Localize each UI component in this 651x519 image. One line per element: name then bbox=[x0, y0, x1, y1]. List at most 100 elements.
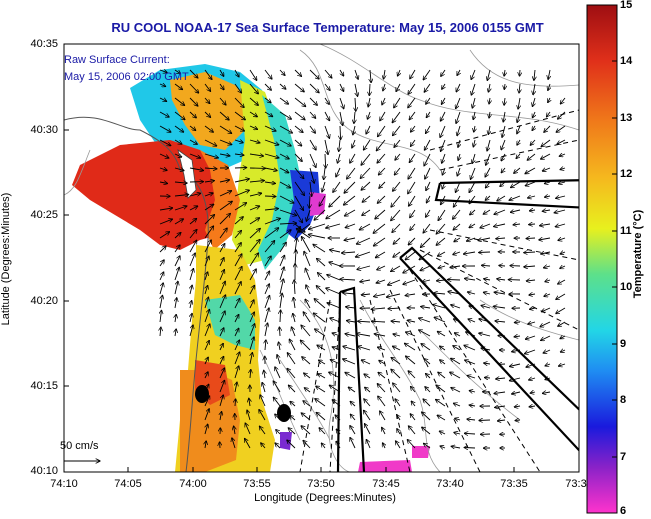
current-vector bbox=[479, 319, 491, 323]
current-vector bbox=[353, 125, 355, 135]
colorbar-tick-label: 14 bbox=[620, 55, 633, 67]
current-vector bbox=[280, 293, 282, 309]
current-vector bbox=[174, 182, 187, 183]
current-vector bbox=[265, 340, 266, 351]
current-vector bbox=[391, 369, 401, 379]
current-vector bbox=[339, 69, 344, 76]
current-vector bbox=[309, 167, 314, 183]
current-vector bbox=[548, 69, 550, 79]
y-tick-label: 40:15 bbox=[30, 380, 58, 392]
current-vector bbox=[361, 153, 371, 165]
current-vector bbox=[532, 111, 535, 118]
current-vector bbox=[219, 111, 229, 120]
current-vector bbox=[488, 125, 490, 135]
colorbar-tick-label: 12 bbox=[620, 168, 633, 180]
current-vector bbox=[361, 181, 371, 190]
current-vector bbox=[485, 181, 491, 188]
current-vector bbox=[469, 181, 476, 193]
current-vector bbox=[530, 392, 536, 393]
current-vector bbox=[471, 83, 476, 95]
current-vector bbox=[405, 251, 416, 260]
current-vector bbox=[442, 167, 445, 175]
current-vector bbox=[204, 153, 218, 158]
current-vector bbox=[174, 195, 189, 197]
current-vector bbox=[329, 262, 341, 267]
current-vector bbox=[345, 372, 356, 379]
current-vector bbox=[294, 97, 306, 107]
current-vector bbox=[453, 403, 461, 406]
x-tick-label: 73:50 bbox=[307, 478, 335, 490]
current-vector bbox=[273, 397, 281, 407]
current-vector bbox=[190, 301, 192, 309]
current-vector bbox=[409, 195, 416, 206]
current-vector bbox=[327, 275, 341, 281]
current-vector bbox=[440, 446, 446, 448]
current-vector bbox=[407, 440, 416, 449]
current-vector bbox=[219, 244, 225, 253]
current-vector bbox=[560, 266, 566, 269]
sst-magenta-patch bbox=[310, 192, 326, 216]
current-vector bbox=[451, 358, 461, 365]
current-vector bbox=[301, 413, 311, 421]
current-vector bbox=[500, 181, 506, 187]
current-vector bbox=[374, 334, 386, 336]
current-vector bbox=[558, 364, 566, 366]
current-vector bbox=[309, 111, 316, 118]
current-vector bbox=[315, 399, 326, 407]
current-vector bbox=[494, 392, 506, 394]
current-vector bbox=[249, 269, 256, 281]
current-vectors bbox=[159, 69, 566, 449]
current-vector bbox=[423, 399, 431, 407]
current-vector bbox=[205, 285, 208, 295]
current-vector bbox=[408, 371, 416, 379]
current-vector bbox=[308, 234, 326, 239]
current-vector bbox=[436, 223, 446, 234]
current-vector bbox=[310, 181, 312, 196]
current-vector bbox=[356, 237, 371, 244]
current-vector bbox=[526, 280, 536, 281]
current-vector bbox=[159, 84, 166, 87]
current-vector bbox=[541, 307, 551, 312]
current-vector bbox=[249, 239, 260, 253]
current-vector bbox=[344, 209, 356, 216]
current-vector bbox=[423, 69, 431, 80]
current-vector bbox=[494, 224, 506, 227]
current-vector bbox=[332, 347, 341, 351]
sst-coastal-pink bbox=[358, 460, 412, 472]
current-vector bbox=[447, 280, 461, 281]
current-vector bbox=[264, 167, 277, 171]
current-vector bbox=[396, 83, 401, 92]
current-vector bbox=[379, 360, 386, 365]
current-vector bbox=[159, 168, 167, 170]
current-vector bbox=[497, 195, 506, 201]
current-vector bbox=[249, 97, 258, 105]
current-vector bbox=[403, 279, 416, 284]
current-vector bbox=[408, 167, 416, 179]
current-vector bbox=[264, 271, 270, 281]
current-vector bbox=[174, 281, 178, 295]
current-vector bbox=[303, 401, 311, 407]
current-vector bbox=[524, 266, 536, 267]
current-vector bbox=[234, 366, 239, 379]
current-vector bbox=[234, 140, 243, 143]
current-vector bbox=[318, 273, 326, 281]
current-vector bbox=[483, 209, 491, 214]
current-vector bbox=[330, 250, 341, 252]
current-vector bbox=[434, 293, 446, 294]
current-vector bbox=[350, 414, 356, 421]
current-vector bbox=[377, 153, 386, 163]
current-vector bbox=[495, 321, 506, 322]
current-vector bbox=[517, 139, 520, 145]
current-vector bbox=[219, 295, 226, 309]
current-vector bbox=[219, 281, 225, 295]
current-vector bbox=[288, 385, 296, 393]
x-tick-marks bbox=[63, 467, 515, 472]
current-vector bbox=[264, 241, 275, 253]
current-vector bbox=[485, 195, 491, 200]
current-vector bbox=[314, 299, 326, 309]
current-vector bbox=[556, 125, 566, 132]
current-vector bbox=[159, 232, 170, 239]
current-vector bbox=[450, 372, 461, 379]
current-vector bbox=[369, 83, 370, 96]
current-vector bbox=[364, 410, 371, 421]
